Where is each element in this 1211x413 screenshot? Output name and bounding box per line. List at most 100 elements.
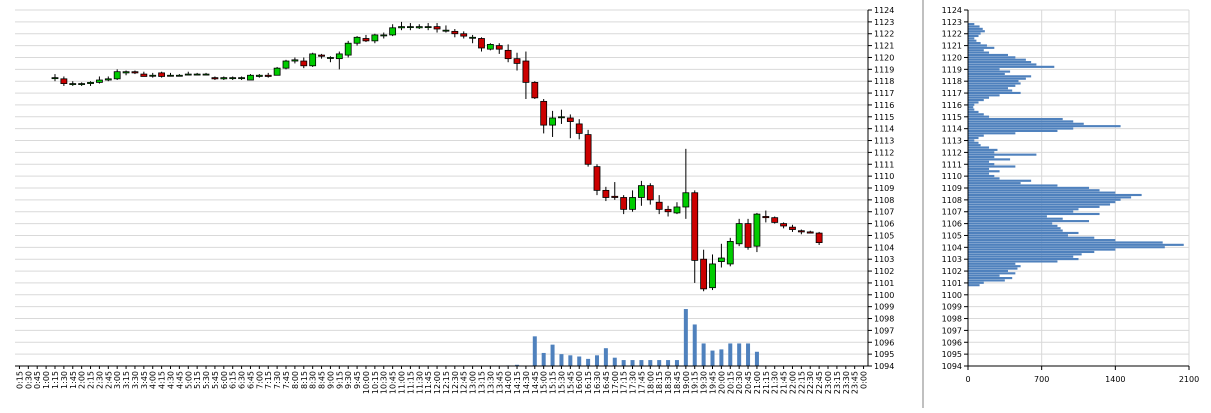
time-tick-label: 21:15 [762, 371, 771, 394]
candle-body [522, 60, 530, 83]
candle [202, 72, 210, 76]
profile-bar [968, 132, 1016, 135]
profile-bar [968, 141, 979, 144]
candle-body [780, 223, 787, 227]
time-tick-label: 23:30 [842, 371, 851, 394]
profile-bar [968, 144, 981, 147]
candle [638, 180, 645, 206]
time-axis: 0:15 0:30 0:45 1:00 1:15 1:30 1:45 2:00 2:15 2:30… [15, 365, 869, 394]
profile-bar [968, 49, 984, 52]
candle [291, 57, 299, 64]
candle [486, 43, 494, 51]
profile-bar [968, 177, 1000, 180]
profile-bar [968, 212, 1100, 216]
candle-body [433, 26, 441, 30]
profile-bar [968, 172, 990, 175]
profile-price-label: 1100 [942, 291, 962, 300]
profile-price-label: 1099 [942, 303, 962, 312]
candle-body [558, 116, 565, 119]
candle-body [158, 72, 166, 77]
profile-price-label: 1113 [942, 137, 962, 146]
candle [344, 40, 352, 58]
candle-body [771, 217, 779, 223]
candle [78, 82, 86, 86]
candle [433, 23, 441, 33]
time-tick-label: 1:00 [42, 371, 51, 389]
time-tick-label: 2:15 [87, 371, 96, 389]
profile-bar [968, 253, 1082, 256]
profile-bar [968, 46, 995, 49]
candle [771, 216, 779, 224]
profile-bar [968, 229, 1063, 232]
candle-body [575, 123, 583, 134]
candle-body [193, 73, 201, 76]
candle [726, 237, 734, 267]
candle-body [247, 74, 254, 81]
candle-body [593, 166, 601, 191]
time-tick-label: 0:15 [15, 371, 24, 389]
price-tick-label: 1107 [874, 208, 894, 217]
price-tick-label: 1119 [874, 65, 894, 74]
profile-bar [968, 205, 1100, 208]
profile-bar [968, 231, 1079, 235]
candle-body [220, 77, 228, 80]
price-tick-label: 1104 [874, 243, 894, 252]
time-tick-label: 1:45 [69, 371, 78, 389]
profile-bar [968, 115, 990, 118]
profile-bar [968, 139, 975, 142]
volume-bar [657, 360, 662, 366]
profile-price-label: 1120 [942, 53, 962, 62]
profile-bar [968, 72, 1005, 76]
candle [398, 21, 405, 31]
profile-price-label: 1122 [942, 30, 962, 39]
candle [229, 76, 237, 81]
candle-body [504, 49, 512, 60]
candle-body [478, 38, 485, 49]
profile-bar [968, 87, 1008, 90]
profile-bar [968, 61, 1032, 64]
profile-bar [968, 217, 1063, 220]
price-tick-label: 1097 [874, 326, 894, 335]
candle-body [380, 34, 388, 37]
profile-bar [968, 77, 1026, 80]
profile-price-label: 1111 [942, 160, 962, 169]
profile-price-label: 1109 [942, 184, 962, 193]
candle [353, 36, 361, 46]
candle-body [184, 73, 192, 76]
candle [691, 190, 699, 283]
candle [51, 74, 59, 82]
candle-body [549, 117, 556, 126]
time-tick-label: 15:00 [540, 371, 549, 394]
profile-price-label: 1106 [942, 220, 962, 229]
time-tick-label: 2:00 [78, 371, 87, 389]
profile-price-label: 1101 [942, 279, 962, 288]
profile-price-label: 1095 [942, 350, 962, 359]
profile-bar [968, 255, 1074, 258]
profile-bar [968, 151, 995, 154]
volume-bar [550, 344, 555, 366]
profile-bar [968, 248, 1116, 251]
price-tick-label: 1118 [874, 77, 894, 86]
profile-price-label: 1097 [942, 326, 962, 335]
price-tick-label: 1095 [874, 350, 894, 359]
price-tick-label: 1108 [874, 196, 894, 205]
candle [255, 74, 263, 78]
time-tick-label: 8:45 [318, 371, 327, 389]
candle [664, 205, 672, 217]
price-tick-label: 1114 [874, 125, 894, 134]
price-grid [15, 9, 868, 367]
profile-bar [968, 89, 1013, 92]
profile-bar [968, 84, 1016, 87]
time-tick-label: 16:30 [593, 371, 602, 394]
price-axis: 1094 1095 1096 1097 1098 1099 1100 1101 1102 1103… [867, 6, 894, 371]
candle-body [602, 189, 610, 198]
candle [327, 56, 334, 63]
profile-bar [968, 106, 974, 109]
candle [113, 69, 121, 81]
profile-bar [968, 198, 1121, 201]
time-tick-label: 11:30 [415, 371, 424, 394]
candlesticks [51, 21, 823, 292]
candle [264, 72, 272, 78]
time-tick-label: 5:45 [211, 371, 220, 389]
